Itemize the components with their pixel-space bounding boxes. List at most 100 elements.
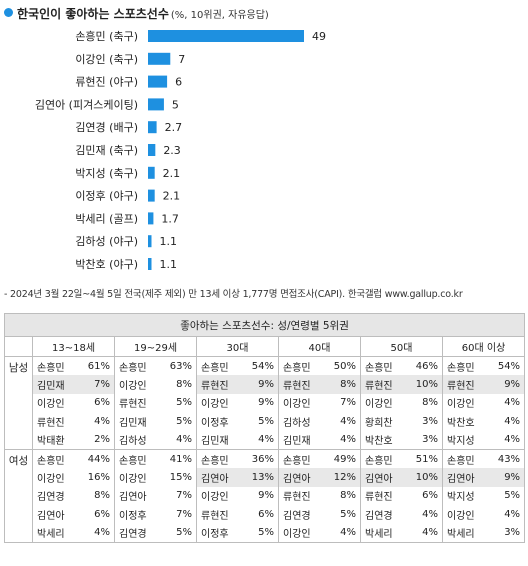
athlete-percent: 7% xyxy=(330,393,361,413)
athlete-name: 류현진 xyxy=(283,492,311,504)
athlete-percent: 4% xyxy=(494,505,526,524)
athlete-name: 김연아 xyxy=(37,510,65,522)
athlete-name: 손흥민 xyxy=(365,362,393,374)
athlete-name: 이강인 xyxy=(447,399,475,411)
athlete-percent: 12% xyxy=(330,468,361,487)
bar xyxy=(148,258,152,270)
athlete-name: 손흥민 xyxy=(447,455,475,467)
athlete-percent: 36% xyxy=(248,449,279,469)
athlete-percent: 49% xyxy=(330,449,361,469)
athlete-name: 류현진 xyxy=(442,375,495,394)
athlete-percent: 43% xyxy=(494,449,526,469)
table-row: 이강인 16% 이강인 15% 김연아 13% 김연아 12% 김연아 10% 김연아 9% xyxy=(5,468,526,487)
athlete-percent: 3% xyxy=(494,523,526,543)
athlete-percent: 51% xyxy=(412,449,443,469)
athlete-name: 손흥민 xyxy=(37,362,65,374)
value-label: 49 xyxy=(312,30,326,43)
athlete-name: 김하성 xyxy=(283,417,311,429)
title-bullet-icon xyxy=(4,8,13,17)
athlete-name: 류현진 xyxy=(196,375,249,394)
athlete-percent: 5% xyxy=(248,412,279,431)
value-label: 6 xyxy=(175,76,182,89)
athlete-name: 이강인 xyxy=(119,474,147,486)
column-header: 60대 이상 xyxy=(441,336,526,357)
athlete-name: 류현진 xyxy=(278,375,331,394)
category-label: 김민재 (축구) xyxy=(75,144,138,157)
category-label: 김하성 (야구) xyxy=(75,234,138,248)
athlete-name: 김하성 xyxy=(114,430,167,450)
athlete-percent: 4% xyxy=(84,412,115,431)
category-label: 김연경 (배구) xyxy=(75,121,138,134)
athlete-name: 박세리 xyxy=(442,523,495,543)
athlete-name: 박세리 xyxy=(360,523,413,543)
athlete-name: 류현진 xyxy=(37,417,65,429)
value-label: 1.7 xyxy=(161,212,179,225)
athlete-name: 손흥민 xyxy=(447,362,475,374)
athlete-name: 김민재 xyxy=(32,375,85,394)
category-label: 이정후 (야구) xyxy=(75,190,138,203)
column-header: 13~18세 xyxy=(32,336,115,357)
athlete-percent: 61% xyxy=(84,356,115,376)
athlete-name: 김연경 xyxy=(283,510,311,522)
athlete-percent: 4% xyxy=(166,430,197,450)
athlete-name: 이정후 xyxy=(201,417,229,429)
table-row: 박태환 2% 김하성 4% 김민재 4% 김민재 4% 박찬호 3% 박지성 4% xyxy=(5,430,526,450)
athlete-percent: 4% xyxy=(494,412,526,431)
athlete-name: 황희찬 xyxy=(365,417,393,429)
athlete-name: 손흥민 xyxy=(119,455,147,467)
athlete-percent: 4% xyxy=(412,523,443,543)
athlete-percent: 10% xyxy=(412,375,443,394)
athlete-percent: 3% xyxy=(412,412,443,431)
bar xyxy=(148,52,171,65)
athlete-name: 손흥민 xyxy=(37,455,65,467)
athlete-percent: 4% xyxy=(84,523,115,543)
athlete-name: 손흥민 xyxy=(119,362,147,374)
athlete-percent: 15% xyxy=(166,468,197,487)
athlete-name: 이강인 xyxy=(37,399,65,411)
category-label: 손흥민 (축구) xyxy=(75,29,138,43)
athlete-name: 박찬호 xyxy=(447,417,475,429)
value-label: 2.7 xyxy=(165,121,183,134)
table-row: 김연경 8% 김연아 7% 이강인 9% 류현진 8% 류현진 6% 박지성 5% xyxy=(5,486,526,506)
athlete-name: 류현진 xyxy=(201,510,229,522)
chart-title-area: 한국인이 좋아하는 스포츠선수 (%, 10위권, 자유응답) xyxy=(4,3,269,21)
table-row: 김민재 7% 이강인 8% 류현진 9% 류현진 8% 류현진 10% 류현진 9% xyxy=(5,375,526,394)
athlete-percent: 5% xyxy=(166,523,197,543)
value-label: 2.1 xyxy=(163,190,181,203)
athlete-percent: 9% xyxy=(248,375,279,394)
athlete-name: 손흥민 xyxy=(365,455,393,467)
athlete-name: 김연경 xyxy=(365,510,393,522)
athlete-name: 김연아 xyxy=(442,468,495,487)
athlete-name: 이강인 xyxy=(278,523,331,543)
athlete-name: 이강인 xyxy=(119,381,147,393)
athlete-percent: 9% xyxy=(494,468,526,487)
category-label: 박세리 (골프) xyxy=(75,212,138,225)
table-row: 여성 손흥민 44% 손흥민 41% 손흥민 36% 손흥민 49% 손흥민 51% 손흥민 43% xyxy=(4,449,526,543)
athlete-name: 박찬호 xyxy=(360,430,413,450)
athlete-name: 김연아 xyxy=(360,468,413,487)
athlete-percent: 4% xyxy=(494,393,526,413)
table-caption: 좋아하는 스포츠선수: 성/연령별 5위권 xyxy=(3,313,526,337)
athlete-name: 손흥민 xyxy=(201,362,229,374)
bar xyxy=(148,98,164,111)
column-header: 19~29세 xyxy=(114,336,197,357)
athlete-name: 이강인 xyxy=(37,474,65,486)
column-header: 50대 xyxy=(360,336,443,357)
athlete-percent: 9% xyxy=(248,486,279,506)
bar xyxy=(148,212,154,225)
category-label: 류현진 (야구) xyxy=(75,76,138,89)
athlete-percent: 54% xyxy=(248,356,279,376)
value-label: 5 xyxy=(172,98,179,111)
athlete-percent: 44% xyxy=(84,449,115,469)
athlete-percent: 41% xyxy=(166,449,197,469)
athlete-name: 김연경 xyxy=(37,492,65,504)
value-label: 7 xyxy=(178,53,185,66)
athlete-name: 손흥민 xyxy=(283,455,311,467)
athlete-name: 김연아 xyxy=(196,468,249,487)
athlete-name: 박세리 xyxy=(32,523,85,543)
category-label: 이강인 (축구) xyxy=(75,53,138,66)
athlete-percent: 8% xyxy=(330,375,361,394)
athlete-name: 이강인 xyxy=(283,399,311,411)
athlete-name: 김연아 xyxy=(278,468,331,487)
athlete-percent: 8% xyxy=(412,393,443,413)
